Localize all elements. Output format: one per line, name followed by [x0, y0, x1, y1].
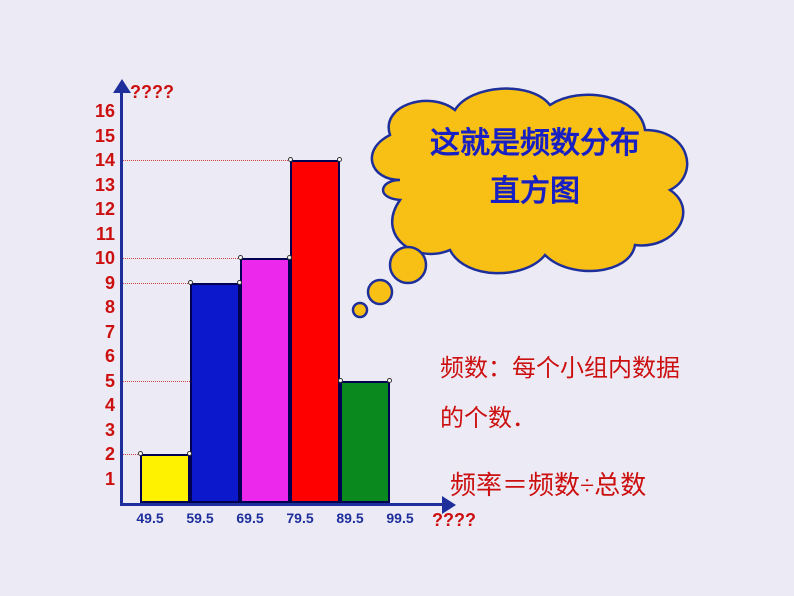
y-tick-label: 13 [85, 175, 115, 196]
bar-corner-dot [287, 255, 292, 260]
y-tick-label: 5 [85, 371, 115, 392]
frequency-definition-2: 的个数． [440, 395, 536, 443]
y-tick-label: 15 [85, 126, 115, 147]
y-tick-label: 10 [85, 248, 115, 269]
y-tick-label: 16 [85, 101, 115, 122]
y-tick-label: 1 [85, 469, 115, 490]
gridline [123, 160, 290, 161]
x-tick-label: 89.5 [330, 510, 370, 526]
gridline [123, 258, 240, 259]
y-tick-label: 6 [85, 346, 115, 367]
rate-formula: 频率＝频数÷总数 [450, 460, 646, 512]
histogram-bar [190, 283, 240, 504]
y-tick-label: 14 [85, 150, 115, 171]
cloud-line1: 这就是频数分布 [430, 127, 640, 160]
bar-corner-dot [138, 451, 143, 456]
y-tick-label: 3 [85, 420, 115, 441]
bar-corner-dot [238, 255, 243, 260]
histogram-bar [240, 258, 290, 503]
bar-corner-dot [188, 280, 193, 285]
bar-corner-dot [387, 378, 392, 383]
y-tick-label: 8 [85, 297, 115, 318]
y-tick-label: 11 [85, 224, 115, 245]
x-tick-label: 59.5 [180, 510, 220, 526]
y-axis-line [120, 85, 123, 505]
histogram-bar [340, 381, 390, 504]
bar-corner-dot [187, 451, 192, 456]
x-tick-label: 99.5 [380, 510, 420, 526]
y-axis-arrow-icon [113, 79, 131, 93]
x-axis-line [120, 503, 445, 506]
x-axis-title: ???? [432, 510, 476, 531]
gridline [123, 283, 190, 284]
y-tick-label: 2 [85, 444, 115, 465]
bar-corner-dot [338, 378, 343, 383]
speech-cloud: 这就是频数分布 直方图 [330, 80, 710, 310]
y-tick-label: 12 [85, 199, 115, 220]
cloud-line2: 直方图 [490, 175, 580, 208]
frequency-definition: 频数：每个小组内数据 [440, 345, 680, 393]
x-tick-label: 69.5 [230, 510, 270, 526]
bar-corner-dot [237, 280, 242, 285]
y-tick-label: 7 [85, 322, 115, 343]
histogram-bar [140, 454, 190, 503]
y-tick-label: 9 [85, 273, 115, 294]
bar-corner-dot [288, 157, 293, 162]
x-tick-label: 79.5 [280, 510, 320, 526]
x-tick-label: 49.5 [130, 510, 170, 526]
y-tick-label: 4 [85, 395, 115, 416]
y-axis-title: ???? [130, 82, 174, 103]
cloud-text: 这就是频数分布 直方图 [395, 120, 675, 216]
